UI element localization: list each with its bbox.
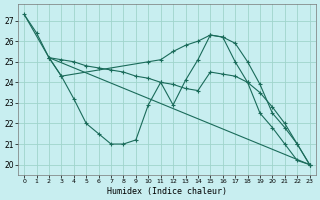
X-axis label: Humidex (Indice chaleur): Humidex (Indice chaleur) — [107, 187, 227, 196]
